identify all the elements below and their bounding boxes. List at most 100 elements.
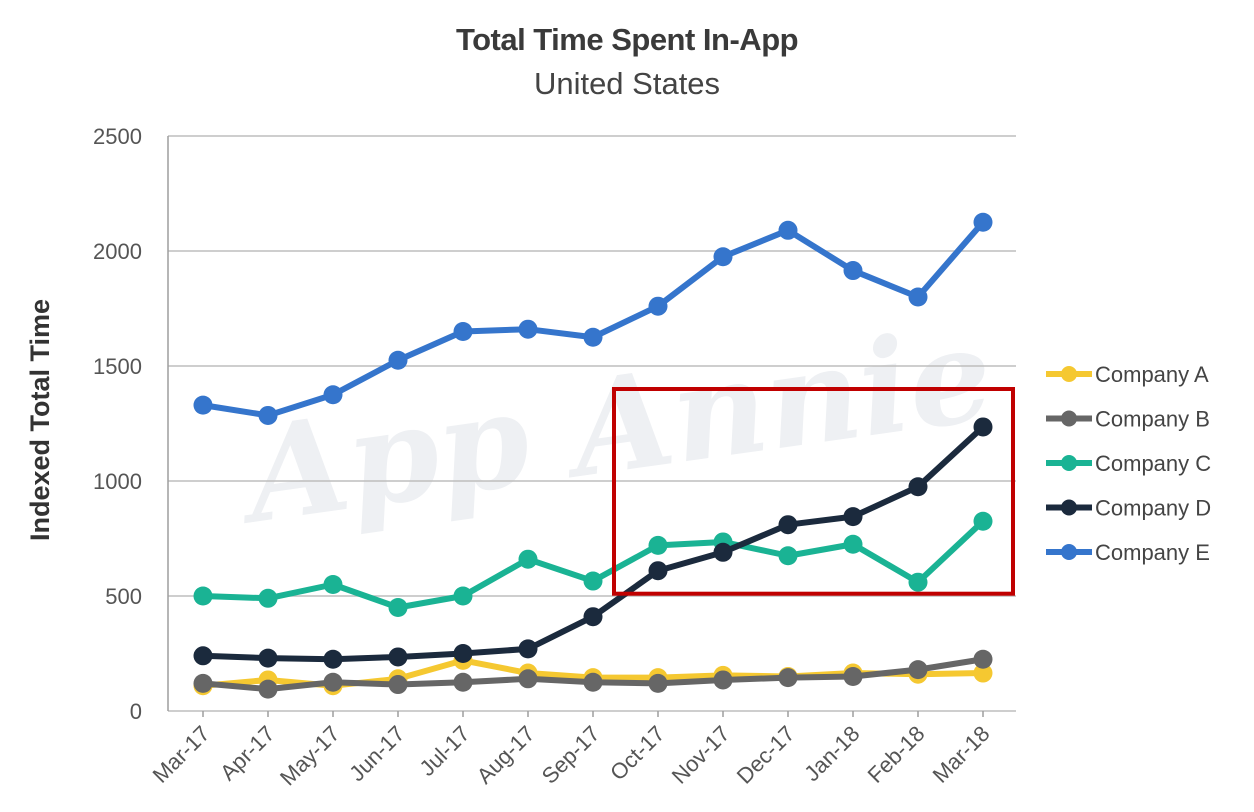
data-point <box>973 212 993 232</box>
data-point <box>518 669 538 689</box>
data-point <box>973 663 993 683</box>
x-tick-label: Sep-17 <box>537 721 605 789</box>
legend-item: Company A <box>1046 362 1209 387</box>
legend-swatch-marker <box>1061 366 1077 382</box>
chart-title: Total Time Spent In-App <box>455 22 799 57</box>
data-point <box>193 395 213 415</box>
data-point <box>388 675 408 695</box>
data-point <box>843 507 863 527</box>
x-tick-label: Nov-17 <box>667 721 735 789</box>
data-point <box>518 549 538 569</box>
legend-swatch-marker <box>1061 544 1077 560</box>
x-tick-label: Jun-17 <box>344 721 409 786</box>
x-tick-label: May-17 <box>275 721 345 791</box>
legend-swatch-marker <box>1061 499 1077 516</box>
data-point <box>583 571 603 591</box>
data-point <box>713 247 733 267</box>
legend-label: Company B <box>1095 407 1210 432</box>
x-tick-label: Jan-18 <box>799 721 864 786</box>
x-tick-label: Feb-18 <box>863 721 930 788</box>
legend-item: Company C <box>1046 451 1211 476</box>
data-point <box>453 644 473 663</box>
x-tick-label: Dec-17 <box>732 721 800 789</box>
y-tick-label: 0 <box>130 699 142 724</box>
y-axis-ticks: 0 500 1000 1500 2000 2500 <box>93 124 142 724</box>
y-tick-label: 1000 <box>93 469 142 494</box>
legend-item: Company E <box>1046 540 1210 565</box>
data-point <box>648 561 668 581</box>
data-point <box>453 586 473 606</box>
legend-swatch-marker <box>1061 410 1077 427</box>
legend-swatch-marker <box>1061 455 1077 471</box>
data-point <box>258 679 278 699</box>
legend-label: Company D <box>1095 496 1211 521</box>
y-tick-label: 1500 <box>93 354 142 379</box>
data-point <box>648 535 668 555</box>
x-tick-label: Mar-17 <box>148 721 215 788</box>
data-point <box>323 649 343 669</box>
x-tick-label: Oct-17 <box>605 721 669 785</box>
data-point <box>908 287 928 307</box>
y-axis-label: Indexed Total Time <box>25 299 55 541</box>
series-company-c <box>193 511 993 617</box>
data-point <box>973 511 993 531</box>
data-point <box>583 607 603 627</box>
data-point <box>778 515 798 535</box>
legend: Company A Company B Company C Company D Comp… <box>1046 362 1211 565</box>
data-point <box>453 672 473 692</box>
legend-label: Company A <box>1095 362 1209 387</box>
data-point <box>713 670 733 690</box>
data-point <box>778 220 798 240</box>
data-point <box>193 646 213 666</box>
series-company-e <box>193 212 993 425</box>
data-point <box>648 296 668 316</box>
data-point <box>518 639 538 659</box>
data-point <box>908 477 928 497</box>
highlight-box <box>612 387 1015 596</box>
x-tick-label: Mar-18 <box>928 721 995 788</box>
data-point <box>908 572 928 592</box>
data-point <box>388 350 408 370</box>
chart-subtitle: United States <box>533 66 721 101</box>
legend-item: Company B <box>1046 407 1210 432</box>
data-point <box>258 405 278 425</box>
data-point <box>648 673 668 693</box>
data-point <box>583 327 603 347</box>
x-tick-label: Apr-17 <box>215 721 279 785</box>
data-point <box>583 672 603 692</box>
data-point <box>843 261 863 281</box>
data-point <box>778 546 798 566</box>
y-tick-label: 500 <box>105 584 142 609</box>
data-point <box>973 649 993 669</box>
data-point <box>388 598 408 617</box>
data-point <box>323 575 343 594</box>
data-point <box>713 542 733 562</box>
data-point <box>388 647 408 667</box>
series-lines <box>193 212 993 699</box>
data-point <box>973 417 993 437</box>
data-point <box>193 673 213 693</box>
y-tick-label: 2000 <box>93 239 142 264</box>
data-point <box>323 385 343 405</box>
y-tick-label: 2500 <box>93 124 142 149</box>
data-point <box>258 648 278 668</box>
series-company-d <box>193 417 993 669</box>
data-point <box>258 588 278 608</box>
data-point <box>843 534 863 554</box>
data-point <box>778 668 798 688</box>
x-tick-label: Aug-17 <box>472 721 540 789</box>
data-point <box>908 660 928 680</box>
data-point <box>843 667 863 686</box>
x-tick-label: Jul-17 <box>414 721 474 781</box>
data-point <box>323 672 343 692</box>
gridlines <box>167 135 1016 712</box>
legend-item: Company D <box>1046 496 1211 521</box>
legend-label: Company C <box>1095 451 1211 476</box>
series-company-b <box>193 649 993 699</box>
data-point <box>453 322 473 341</box>
data-point <box>518 319 538 339</box>
legend-label: Company E <box>1095 540 1210 565</box>
data-point <box>193 586 213 606</box>
